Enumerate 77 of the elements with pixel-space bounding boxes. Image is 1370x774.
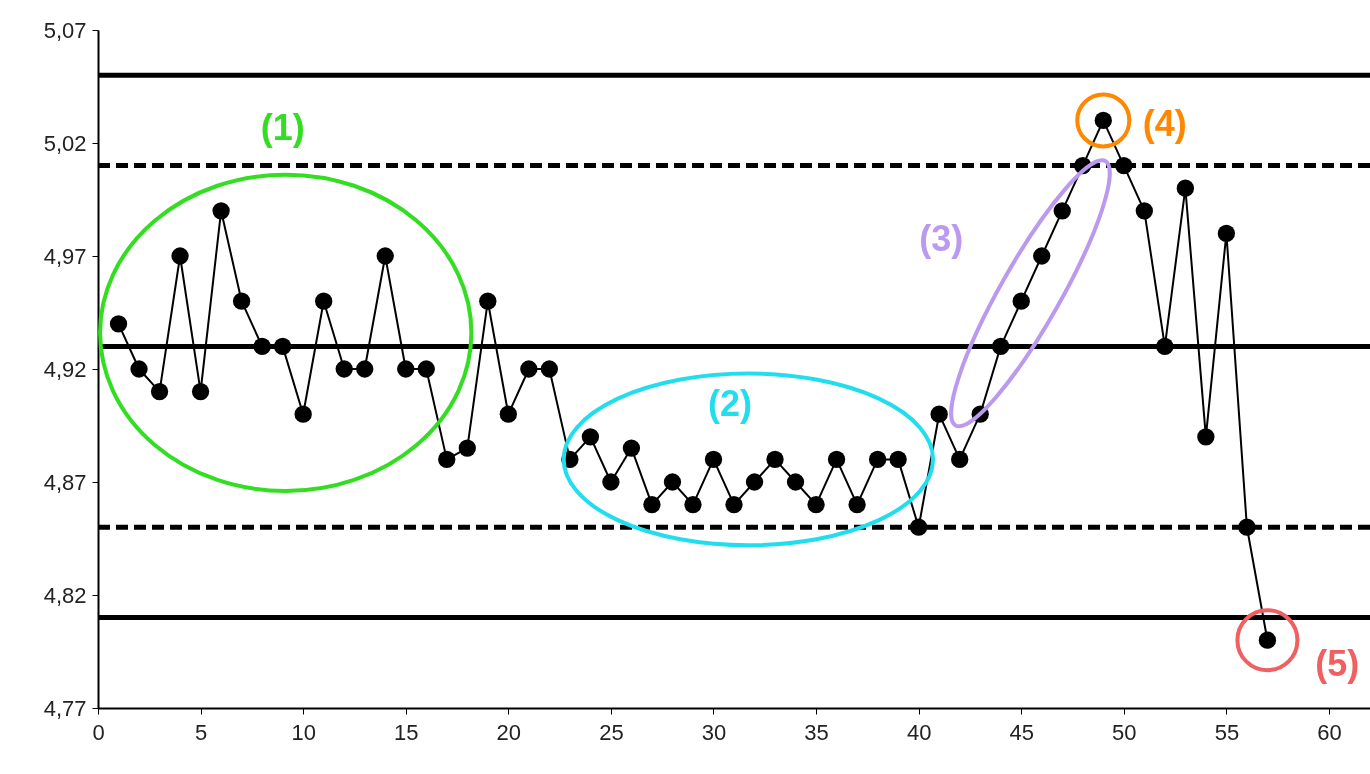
point xyxy=(232,292,251,310)
point xyxy=(1238,518,1256,536)
x-tick-label: 15 xyxy=(394,719,419,745)
point xyxy=(130,360,148,378)
x-tick-label: 60 xyxy=(1317,719,1342,745)
point xyxy=(848,495,866,514)
point xyxy=(1012,292,1030,310)
point xyxy=(807,495,825,514)
point xyxy=(766,450,784,469)
point xyxy=(622,439,641,457)
point xyxy=(1217,224,1236,243)
point xyxy=(1115,156,1133,175)
y-tick-label: 4,87 xyxy=(43,469,87,495)
annotation: (2) xyxy=(707,383,752,425)
point xyxy=(438,450,456,469)
annotation: (1) xyxy=(260,107,305,149)
point xyxy=(725,495,743,514)
point xyxy=(1053,202,1071,220)
point xyxy=(684,495,702,514)
x-tick-label: 30 xyxy=(701,719,727,745)
point xyxy=(171,247,189,265)
point xyxy=(581,428,600,446)
y-tick-label: 5,07 xyxy=(43,17,87,43)
point xyxy=(417,360,435,378)
point xyxy=(786,473,805,491)
point xyxy=(212,202,230,220)
point xyxy=(992,337,1010,356)
point xyxy=(520,360,538,378)
y-tick-label: 4,97 xyxy=(43,243,87,269)
annotation: (5) xyxy=(1315,643,1360,685)
y-tick-label: 5,02 xyxy=(43,130,87,156)
x-tick-label: 25 xyxy=(599,719,624,745)
point xyxy=(1197,428,1215,446)
point xyxy=(909,518,928,536)
point xyxy=(315,292,333,310)
point xyxy=(1033,247,1051,265)
point xyxy=(397,360,415,378)
y-tick-label: 4,82 xyxy=(43,582,87,608)
point xyxy=(827,450,846,469)
annotation: (4) xyxy=(1142,102,1187,144)
point xyxy=(109,315,128,333)
x-tick-label: 35 xyxy=(804,719,829,745)
point xyxy=(150,382,169,401)
annotation: (3) xyxy=(919,218,964,260)
point xyxy=(335,360,353,378)
point xyxy=(191,382,210,401)
point xyxy=(889,450,907,469)
point xyxy=(376,247,394,265)
point xyxy=(745,473,764,491)
x-tick-label: 10 xyxy=(291,719,316,745)
point xyxy=(1135,202,1153,220)
point xyxy=(930,405,948,423)
point xyxy=(458,439,476,457)
point xyxy=(1176,179,1195,197)
point xyxy=(540,360,559,378)
point xyxy=(643,495,661,514)
point xyxy=(273,337,292,356)
point xyxy=(356,360,374,378)
y-tick-label: 4,77 xyxy=(43,695,87,721)
x-tick-label: 20 xyxy=(496,719,522,745)
x-tick-label: 40 xyxy=(906,719,932,745)
point xyxy=(479,292,497,310)
point xyxy=(602,473,620,491)
point xyxy=(868,450,887,469)
point xyxy=(951,450,969,469)
point xyxy=(499,405,517,423)
point xyxy=(1156,337,1174,356)
x-tick-label: 0 xyxy=(92,719,105,745)
point xyxy=(253,337,271,356)
x-tick-label: 45 xyxy=(1009,719,1034,745)
y-tick-label: 4,92 xyxy=(43,356,87,382)
x-tick-label: 55 xyxy=(1214,719,1240,745)
point xyxy=(294,405,312,423)
x-tick-label: 5 xyxy=(194,719,208,745)
x-tick-label: 50 xyxy=(1112,719,1137,745)
point xyxy=(663,473,682,491)
point xyxy=(704,450,723,469)
